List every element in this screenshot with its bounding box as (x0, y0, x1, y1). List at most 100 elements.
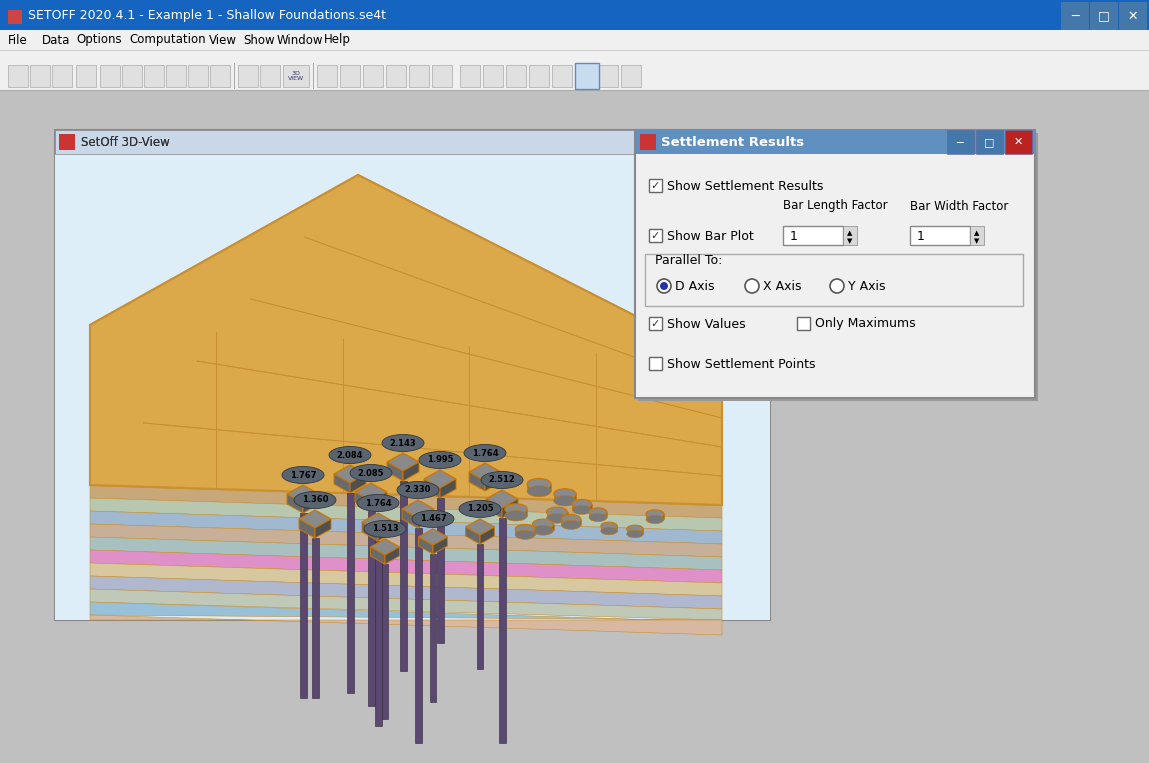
Ellipse shape (527, 478, 552, 490)
Bar (1119, 2, 1147, 30)
Text: Settlement Results: Settlement Results (661, 136, 804, 149)
Polygon shape (90, 511, 722, 544)
Polygon shape (433, 537, 447, 554)
Bar (797, 317, 810, 330)
Polygon shape (480, 527, 494, 544)
Text: 1.513: 1.513 (371, 524, 399, 533)
Text: ▲: ▲ (847, 230, 853, 236)
Bar (646, 514, 664, 520)
Polygon shape (418, 509, 434, 528)
Bar (947, 130, 974, 154)
Polygon shape (469, 463, 501, 481)
Bar (386, 65, 406, 87)
Ellipse shape (419, 452, 461, 468)
Text: Data: Data (43, 34, 70, 47)
Bar (311, 538, 318, 698)
Text: □: □ (984, 137, 994, 147)
Polygon shape (303, 494, 319, 513)
Ellipse shape (364, 520, 406, 537)
Polygon shape (465, 519, 494, 535)
Text: 2.085: 2.085 (357, 468, 384, 478)
Ellipse shape (572, 505, 592, 514)
Text: 1.764: 1.764 (364, 498, 392, 507)
Bar (620, 65, 641, 87)
Bar (55, 130, 770, 620)
Bar (970, 226, 984, 245)
Bar (843, 226, 857, 245)
Polygon shape (440, 479, 456, 498)
Polygon shape (350, 474, 367, 493)
Bar (59, 134, 75, 150)
Polygon shape (424, 479, 440, 498)
Polygon shape (371, 547, 385, 564)
Text: SetOff 3D-View: SetOff 3D-View (80, 136, 170, 149)
Polygon shape (90, 550, 722, 583)
Bar (527, 484, 552, 491)
Bar (504, 509, 527, 516)
Bar (561, 519, 580, 525)
Text: ✕: ✕ (1128, 9, 1139, 22)
Bar (554, 494, 577, 501)
Bar (400, 481, 407, 671)
Bar (55, 130, 770, 154)
Bar (499, 518, 506, 743)
Polygon shape (90, 602, 722, 622)
Polygon shape (402, 509, 418, 528)
Bar (649, 229, 662, 242)
Bar (477, 544, 483, 669)
Ellipse shape (589, 508, 607, 517)
Text: 1.205: 1.205 (466, 504, 493, 513)
Text: View: View (209, 34, 237, 47)
Text: 2.143: 2.143 (390, 439, 416, 448)
Bar (8, 65, 28, 87)
Ellipse shape (547, 507, 568, 517)
Polygon shape (315, 519, 331, 538)
Bar (283, 65, 309, 87)
Text: ▼: ▼ (847, 238, 853, 244)
Polygon shape (362, 513, 394, 531)
Bar (300, 513, 307, 698)
Text: ─: ─ (1071, 9, 1079, 22)
Polygon shape (362, 522, 378, 541)
Polygon shape (90, 524, 722, 557)
Ellipse shape (464, 445, 506, 462)
Polygon shape (402, 500, 434, 518)
Polygon shape (90, 589, 722, 620)
Bar (52, 65, 72, 87)
Bar (635, 130, 1035, 154)
Ellipse shape (601, 522, 617, 530)
Bar (0, 90, 1149, 91)
Ellipse shape (547, 513, 568, 523)
Bar (589, 512, 607, 517)
Bar (340, 65, 360, 87)
Ellipse shape (381, 434, 424, 452)
Text: □: □ (1098, 9, 1110, 22)
Bar (100, 65, 119, 87)
Text: Parallel To:: Parallel To: (655, 253, 723, 266)
Bar (552, 65, 572, 87)
Polygon shape (90, 563, 722, 596)
Bar (601, 526, 617, 531)
Text: File: File (8, 34, 28, 47)
Text: 1: 1 (791, 230, 797, 243)
Ellipse shape (561, 520, 580, 530)
Bar (645, 254, 1023, 306)
Ellipse shape (601, 527, 617, 535)
Text: ▼: ▼ (974, 238, 980, 244)
Polygon shape (299, 519, 315, 538)
Bar (409, 65, 429, 87)
Bar (572, 504, 592, 510)
Polygon shape (371, 539, 400, 555)
Bar (547, 512, 568, 518)
Text: Bar Length Factor: Bar Length Factor (782, 199, 888, 213)
Ellipse shape (458, 501, 501, 517)
Polygon shape (485, 472, 501, 491)
Circle shape (745, 279, 759, 293)
Bar (0, 30, 1149, 50)
Text: Show: Show (242, 34, 275, 47)
Polygon shape (387, 462, 403, 481)
Bar (976, 130, 1003, 154)
Text: Show Settlement Results: Show Settlement Results (668, 179, 824, 192)
Bar (238, 65, 259, 87)
Polygon shape (90, 576, 722, 609)
